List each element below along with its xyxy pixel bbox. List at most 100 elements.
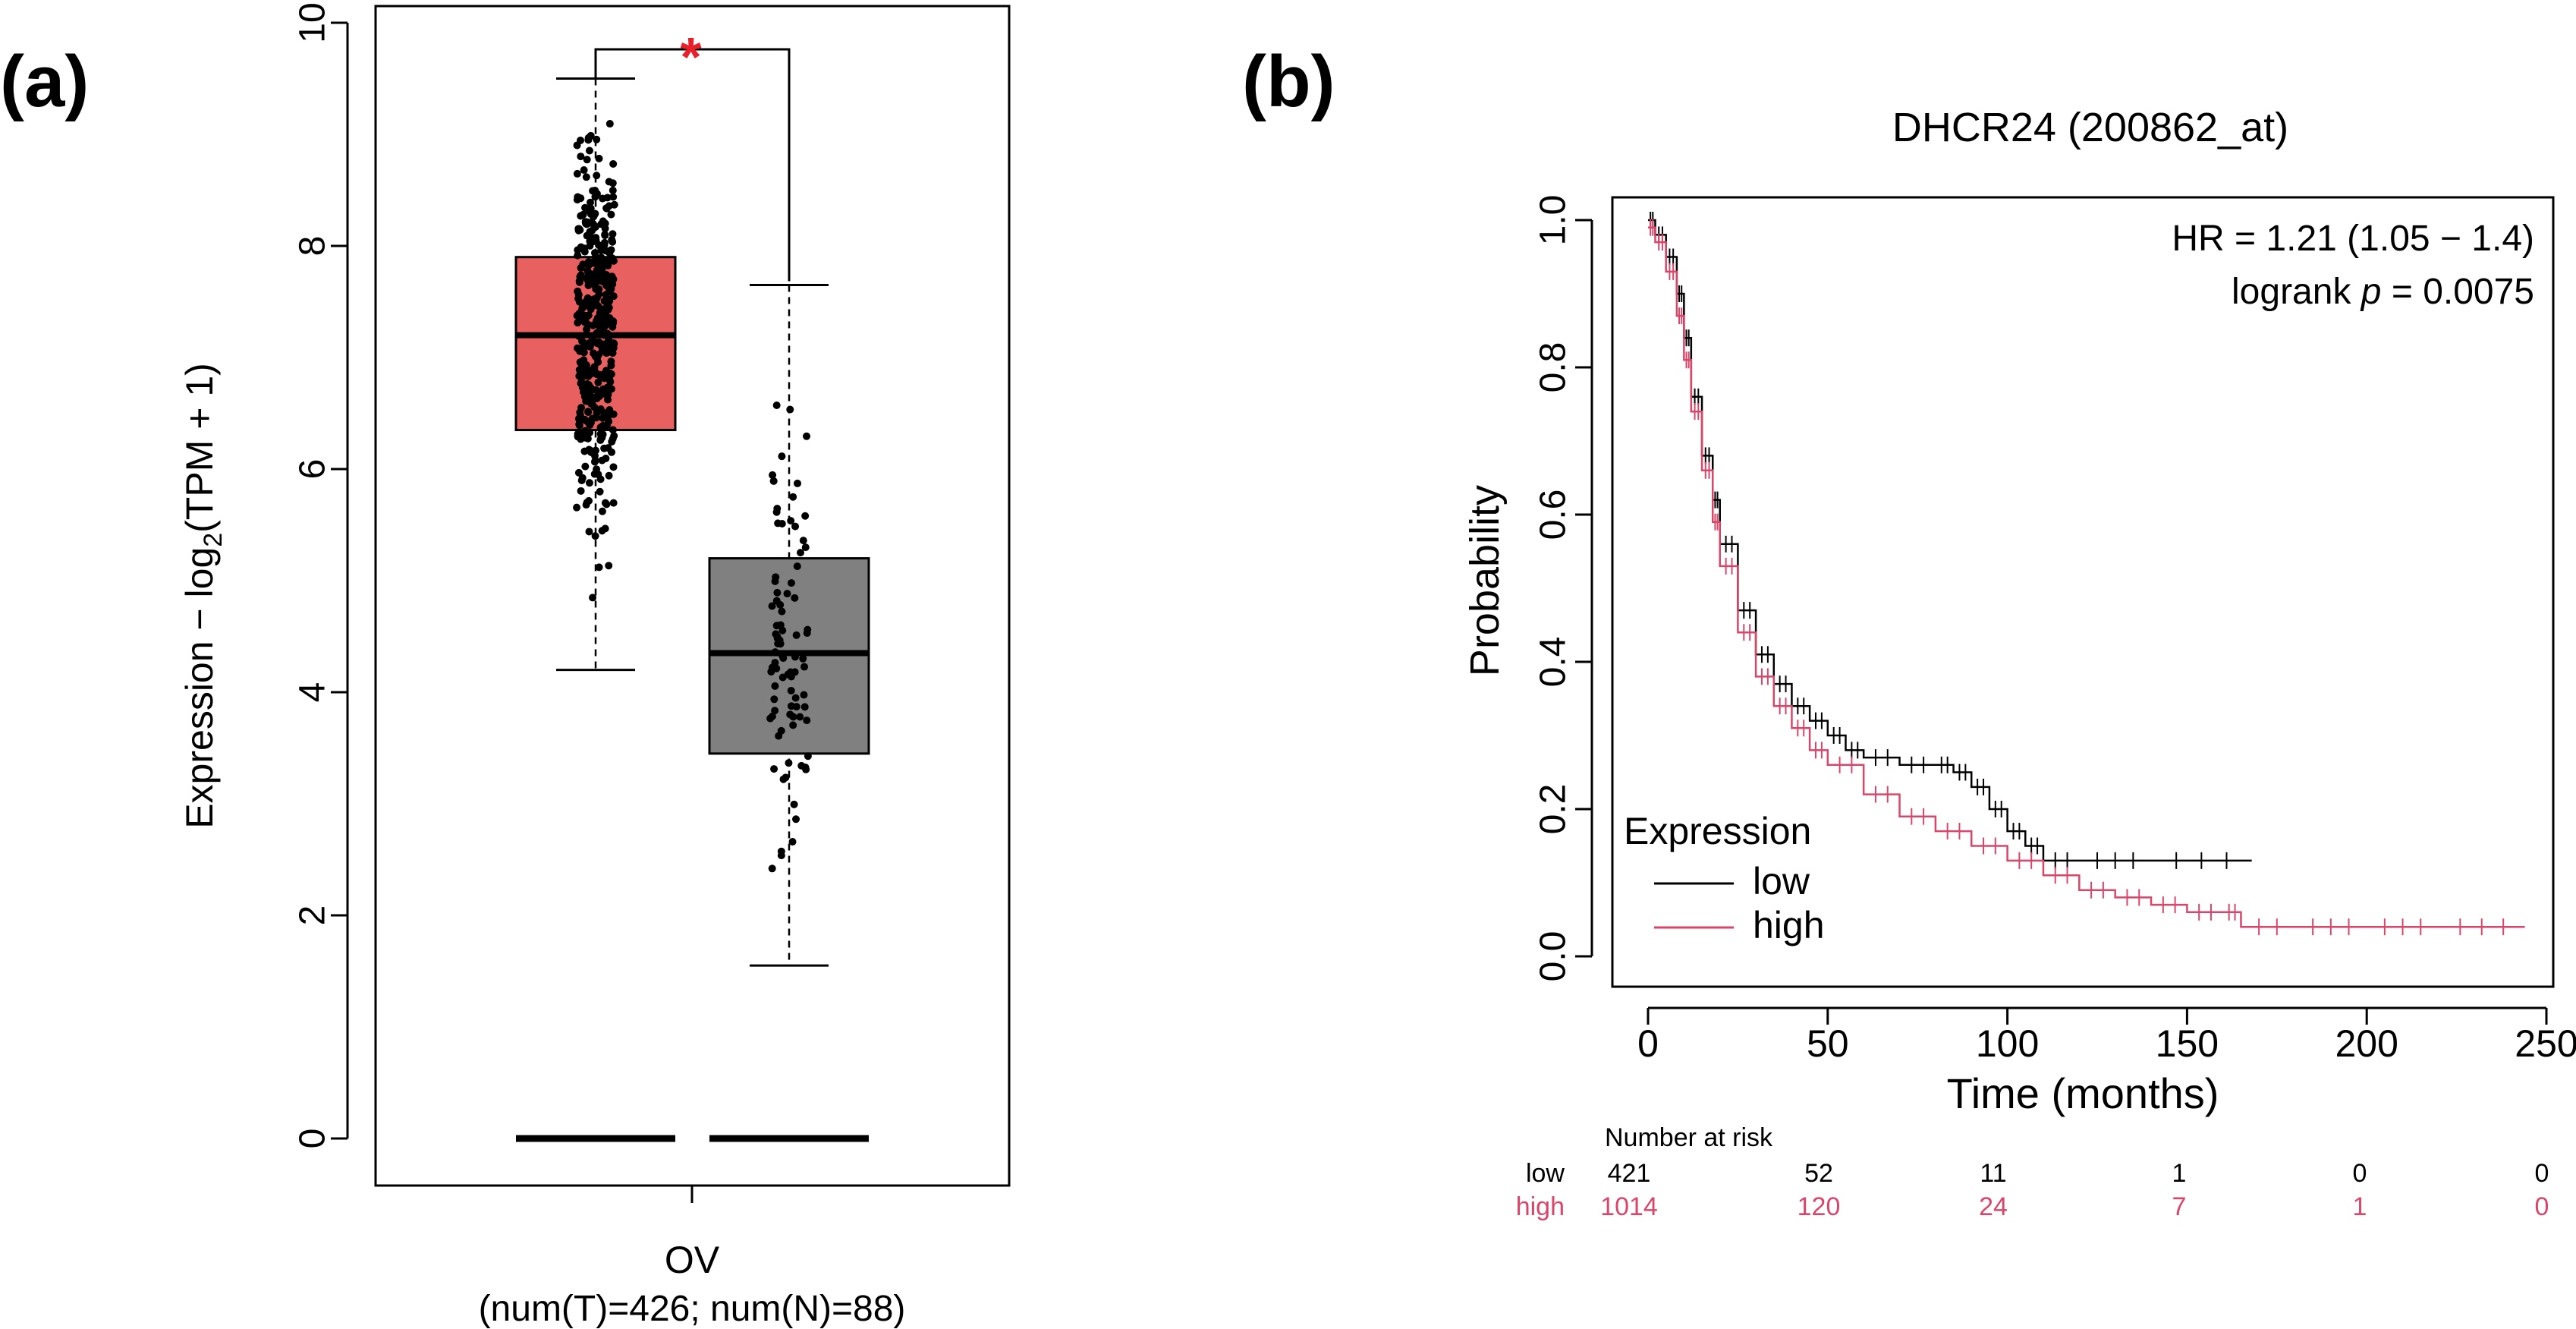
data-point [584, 418, 593, 427]
data-point [574, 225, 583, 233]
data-point [605, 562, 613, 570]
data-point [787, 579, 795, 587]
data-point [578, 337, 587, 345]
y-tick-label: 0.4 [1533, 637, 1574, 688]
data-point [604, 331, 612, 339]
data-point [768, 864, 776, 873]
data-point [778, 452, 786, 461]
data-point [799, 537, 807, 545]
data-point [598, 329, 606, 338]
data-point [605, 249, 614, 257]
data-point [792, 703, 800, 711]
data-point [598, 527, 606, 535]
data-point [791, 522, 800, 531]
data-point [609, 292, 618, 301]
data-point [595, 319, 603, 327]
data-point [771, 577, 779, 585]
data-point [580, 247, 589, 256]
data-point [585, 479, 593, 487]
panel-b-title: DHCR24 (200862_at) [1892, 105, 2288, 150]
data-point [783, 590, 791, 598]
risk-value: 120 [1798, 1192, 1841, 1221]
data-point [782, 773, 790, 782]
data-point [779, 654, 788, 663]
legend-label-low: low [1753, 860, 1810, 902]
risk-value: 0 [2535, 1159, 2549, 1188]
data-point [578, 345, 587, 353]
panel-a-x-sublabel: (num(T)=426; num(N)=88) [479, 1289, 906, 1329]
data-point [609, 159, 618, 168]
survival-curves [1648, 212, 2525, 936]
data-point [772, 622, 781, 630]
risk-table-header: Number at risk [1605, 1123, 1773, 1152]
data-point [791, 594, 799, 602]
data-point [770, 765, 778, 773]
data-point [573, 503, 581, 512]
data-point [609, 349, 617, 357]
data-point [773, 588, 782, 597]
data-point [607, 361, 615, 370]
data-point [770, 695, 778, 704]
risk-value: 24 [1979, 1192, 2008, 1221]
data-point [609, 238, 617, 246]
data-point [580, 356, 588, 364]
data-point [800, 691, 808, 699]
risk-value: 11 [1980, 1159, 2006, 1188]
data-point [575, 420, 583, 428]
data-point [596, 263, 604, 271]
data-point [583, 268, 592, 276]
data-point [583, 379, 591, 388]
data-point [772, 597, 781, 605]
data-point [789, 721, 797, 729]
data-point [596, 405, 605, 414]
data-point [602, 308, 610, 317]
x-tick-label: 150 [2156, 1022, 2219, 1065]
data-point [591, 193, 599, 201]
data-point [602, 454, 610, 462]
data-point [791, 653, 799, 661]
risk-value: 1014 [1600, 1192, 1658, 1221]
data-point [584, 281, 593, 289]
survival-curve-high [1648, 226, 2525, 928]
data-point [598, 507, 606, 515]
logrank-p: p [2360, 272, 2382, 312]
data-point [586, 228, 594, 236]
x-tick-label: 250 [2515, 1022, 2576, 1065]
y-tick-label: 0.6 [1533, 490, 1574, 540]
data-point [601, 390, 609, 398]
data-point [609, 499, 618, 507]
data-point [609, 317, 618, 326]
data-point [771, 682, 779, 690]
data-point [801, 764, 810, 772]
data-point [601, 231, 609, 240]
data-point [602, 314, 610, 323]
data-point [610, 432, 618, 440]
data-point [786, 405, 794, 414]
data-point [591, 532, 599, 540]
data-point [573, 169, 581, 178]
data-point [771, 648, 779, 657]
data-point [602, 342, 611, 350]
data-point [591, 352, 599, 361]
risk-row-label-high: high [1516, 1192, 1565, 1221]
panel-a-y-axis: 0 2 4 6 8 10 [293, 2, 349, 1148]
data-point [602, 500, 611, 509]
y-tick-label: 0.2 [1533, 784, 1574, 835]
data-point [583, 294, 592, 302]
data-point [574, 468, 583, 477]
data-point [605, 202, 613, 210]
data-point [577, 476, 586, 484]
data-point [598, 346, 606, 354]
data-point [582, 397, 590, 405]
data-point [586, 237, 594, 245]
data-point [609, 426, 617, 434]
data-point [793, 479, 801, 487]
data-point [574, 414, 583, 423]
data-point [585, 146, 593, 155]
panel-b-label: (b) [1242, 41, 1335, 122]
data-point [597, 254, 605, 262]
data-point [602, 421, 611, 430]
significance-star: * [680, 27, 701, 88]
